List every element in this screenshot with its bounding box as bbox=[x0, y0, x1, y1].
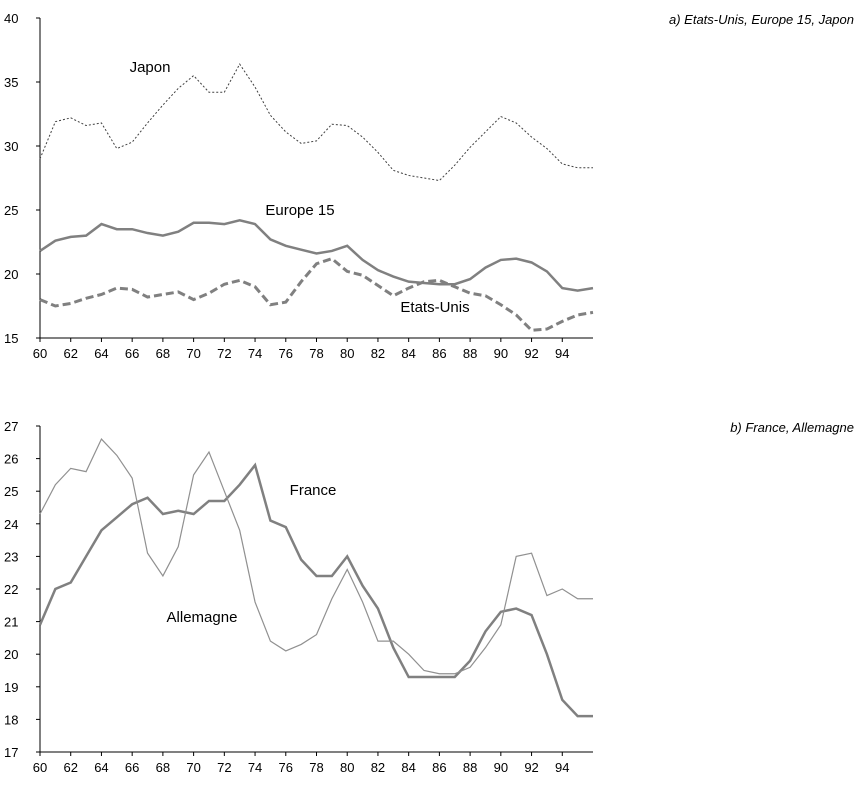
chart-title: b) France, Allemagne bbox=[730, 420, 854, 435]
x-tick-label: 62 bbox=[63, 346, 77, 361]
x-tick-label: 74 bbox=[248, 346, 262, 361]
series-label: Japon bbox=[130, 59, 171, 76]
x-tick-label: 84 bbox=[401, 346, 415, 361]
y-tick-label: 35 bbox=[4, 75, 18, 90]
line bbox=[38, 462, 593, 718]
y-tick-label: 21 bbox=[4, 615, 18, 630]
line bbox=[39, 256, 594, 332]
line bbox=[39, 63, 593, 182]
x-tick-label: 74 bbox=[248, 760, 262, 775]
x-tick-label: 90 bbox=[494, 760, 508, 775]
line bbox=[39, 218, 594, 292]
chart-title: a) Etats-Unis, Europe 15, Japon bbox=[669, 12, 854, 27]
series-label: Etats-Unis bbox=[400, 299, 469, 316]
series-label: Allemagne bbox=[167, 609, 238, 626]
x-tick-label: 82 bbox=[371, 760, 385, 775]
x-tick-label: 70 bbox=[186, 346, 200, 361]
y-tick-label: 23 bbox=[4, 549, 18, 564]
x-tick-label: 88 bbox=[463, 760, 477, 775]
x-tick-label: 66 bbox=[125, 346, 139, 361]
x-tick-label: 94 bbox=[555, 346, 569, 361]
y-tick-label: 40 bbox=[4, 11, 18, 26]
y-tick-label: 22 bbox=[4, 582, 18, 597]
x-tick-label: 76 bbox=[279, 346, 293, 361]
x-tick-label: 72 bbox=[217, 346, 231, 361]
x-tick-label: 64 bbox=[94, 346, 108, 361]
x-tick-label: 80 bbox=[340, 346, 354, 361]
x-tick-label: 78 bbox=[309, 760, 323, 775]
y-tick-label: 19 bbox=[4, 680, 18, 695]
y-tick-label: 18 bbox=[4, 712, 18, 727]
y-tick-label: 15 bbox=[4, 331, 18, 346]
x-tick-label: 62 bbox=[63, 760, 77, 775]
line bbox=[39, 437, 593, 675]
x-tick-label: 68 bbox=[156, 346, 170, 361]
y-tick-label: 25 bbox=[4, 484, 18, 499]
y-tick-label: 25 bbox=[4, 203, 18, 218]
y-tick-label: 24 bbox=[4, 517, 18, 532]
y-tick-label: 17 bbox=[4, 745, 18, 760]
x-tick-label: 72 bbox=[217, 760, 231, 775]
series-label: Europe 15 bbox=[265, 202, 334, 219]
x-tick-label: 86 bbox=[432, 346, 446, 361]
x-tick-label: 68 bbox=[156, 760, 170, 775]
x-tick-label: 90 bbox=[494, 346, 508, 361]
x-tick-label: 60 bbox=[33, 346, 47, 361]
y-tick-label: 26 bbox=[4, 452, 18, 467]
x-tick-label: 94 bbox=[555, 760, 569, 775]
x-tick-label: 92 bbox=[524, 346, 538, 361]
series-label: France bbox=[290, 482, 337, 499]
x-tick-label: 64 bbox=[94, 760, 108, 775]
x-tick-label: 88 bbox=[463, 346, 477, 361]
x-tick-label: 70 bbox=[186, 760, 200, 775]
x-tick-label: 66 bbox=[125, 760, 139, 775]
y-tick-label: 20 bbox=[4, 267, 18, 282]
x-tick-label: 82 bbox=[371, 346, 385, 361]
x-tick-label: 92 bbox=[524, 760, 538, 775]
x-tick-label: 78 bbox=[309, 346, 323, 361]
x-tick-label: 76 bbox=[279, 760, 293, 775]
x-tick-label: 60 bbox=[33, 760, 47, 775]
y-tick-label: 30 bbox=[4, 139, 18, 154]
y-tick-label: 27 bbox=[4, 419, 18, 434]
x-tick-label: 80 bbox=[340, 760, 354, 775]
x-tick-label: 84 bbox=[401, 760, 415, 775]
x-tick-label: 86 bbox=[432, 760, 446, 775]
y-tick-label: 20 bbox=[4, 647, 18, 662]
